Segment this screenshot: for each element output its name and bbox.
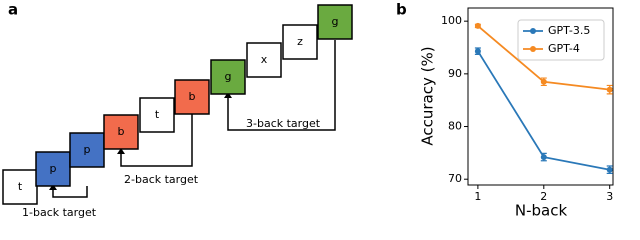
square — [69, 132, 105, 168]
square — [210, 59, 246, 95]
target-label: 3-back target — [246, 117, 321, 130]
square-letter: t — [155, 108, 160, 121]
square — [139, 97, 175, 133]
square — [35, 151, 71, 187]
square — [174, 79, 210, 115]
arrow-heads — [49, 92, 232, 190]
x-tick-label: 1 — [474, 190, 481, 203]
point — [540, 78, 547, 85]
figure: a 1-back target 2-back target 3-back tar… — [2, 1, 614, 220]
point — [474, 22, 481, 29]
square-letter: b — [118, 125, 125, 138]
legend-marker — [530, 28, 536, 34]
panel-label: a — [8, 1, 18, 19]
square-letter: b — [189, 90, 196, 103]
point — [606, 86, 613, 93]
legend-box — [517, 19, 605, 61]
legend-label: GPT-4 — [548, 42, 580, 55]
panel-label: b — [396, 1, 407, 19]
target-label: 2-back target — [124, 173, 199, 186]
square — [2, 169, 38, 205]
x-tick-label: 3 — [606, 190, 613, 203]
plot-frame — [467, 7, 614, 186]
square-letter: t — [18, 180, 23, 193]
y-tick-label: 80 — [448, 120, 462, 133]
square — [246, 42, 282, 78]
y-axis-label: Accuracy (%) — [419, 46, 437, 145]
square-letter: p — [50, 162, 57, 175]
square — [282, 24, 318, 60]
y-tick-label: 90 — [448, 67, 462, 80]
y-tick-label: 70 — [448, 172, 462, 185]
square-letter: g — [332, 15, 339, 28]
x-axis-label: N-back — [515, 202, 568, 220]
square — [103, 114, 139, 150]
point — [606, 166, 613, 173]
point — [540, 154, 547, 161]
arrows — [52, 40, 336, 198]
point — [474, 48, 481, 55]
square-letter: p — [84, 143, 91, 156]
square — [317, 4, 353, 40]
series-line — [477, 50, 610, 171]
y-tick-label: 100 — [441, 14, 462, 27]
square-letter: z — [297, 35, 303, 48]
legend-label: GPT-3.5 — [548, 24, 590, 37]
square-letter: x — [261, 53, 268, 66]
legend-marker — [530, 46, 536, 52]
square-letter: g — [225, 70, 232, 83]
target-label: 1-back target — [22, 206, 97, 219]
x-tick-label: 2 — [540, 190, 547, 203]
